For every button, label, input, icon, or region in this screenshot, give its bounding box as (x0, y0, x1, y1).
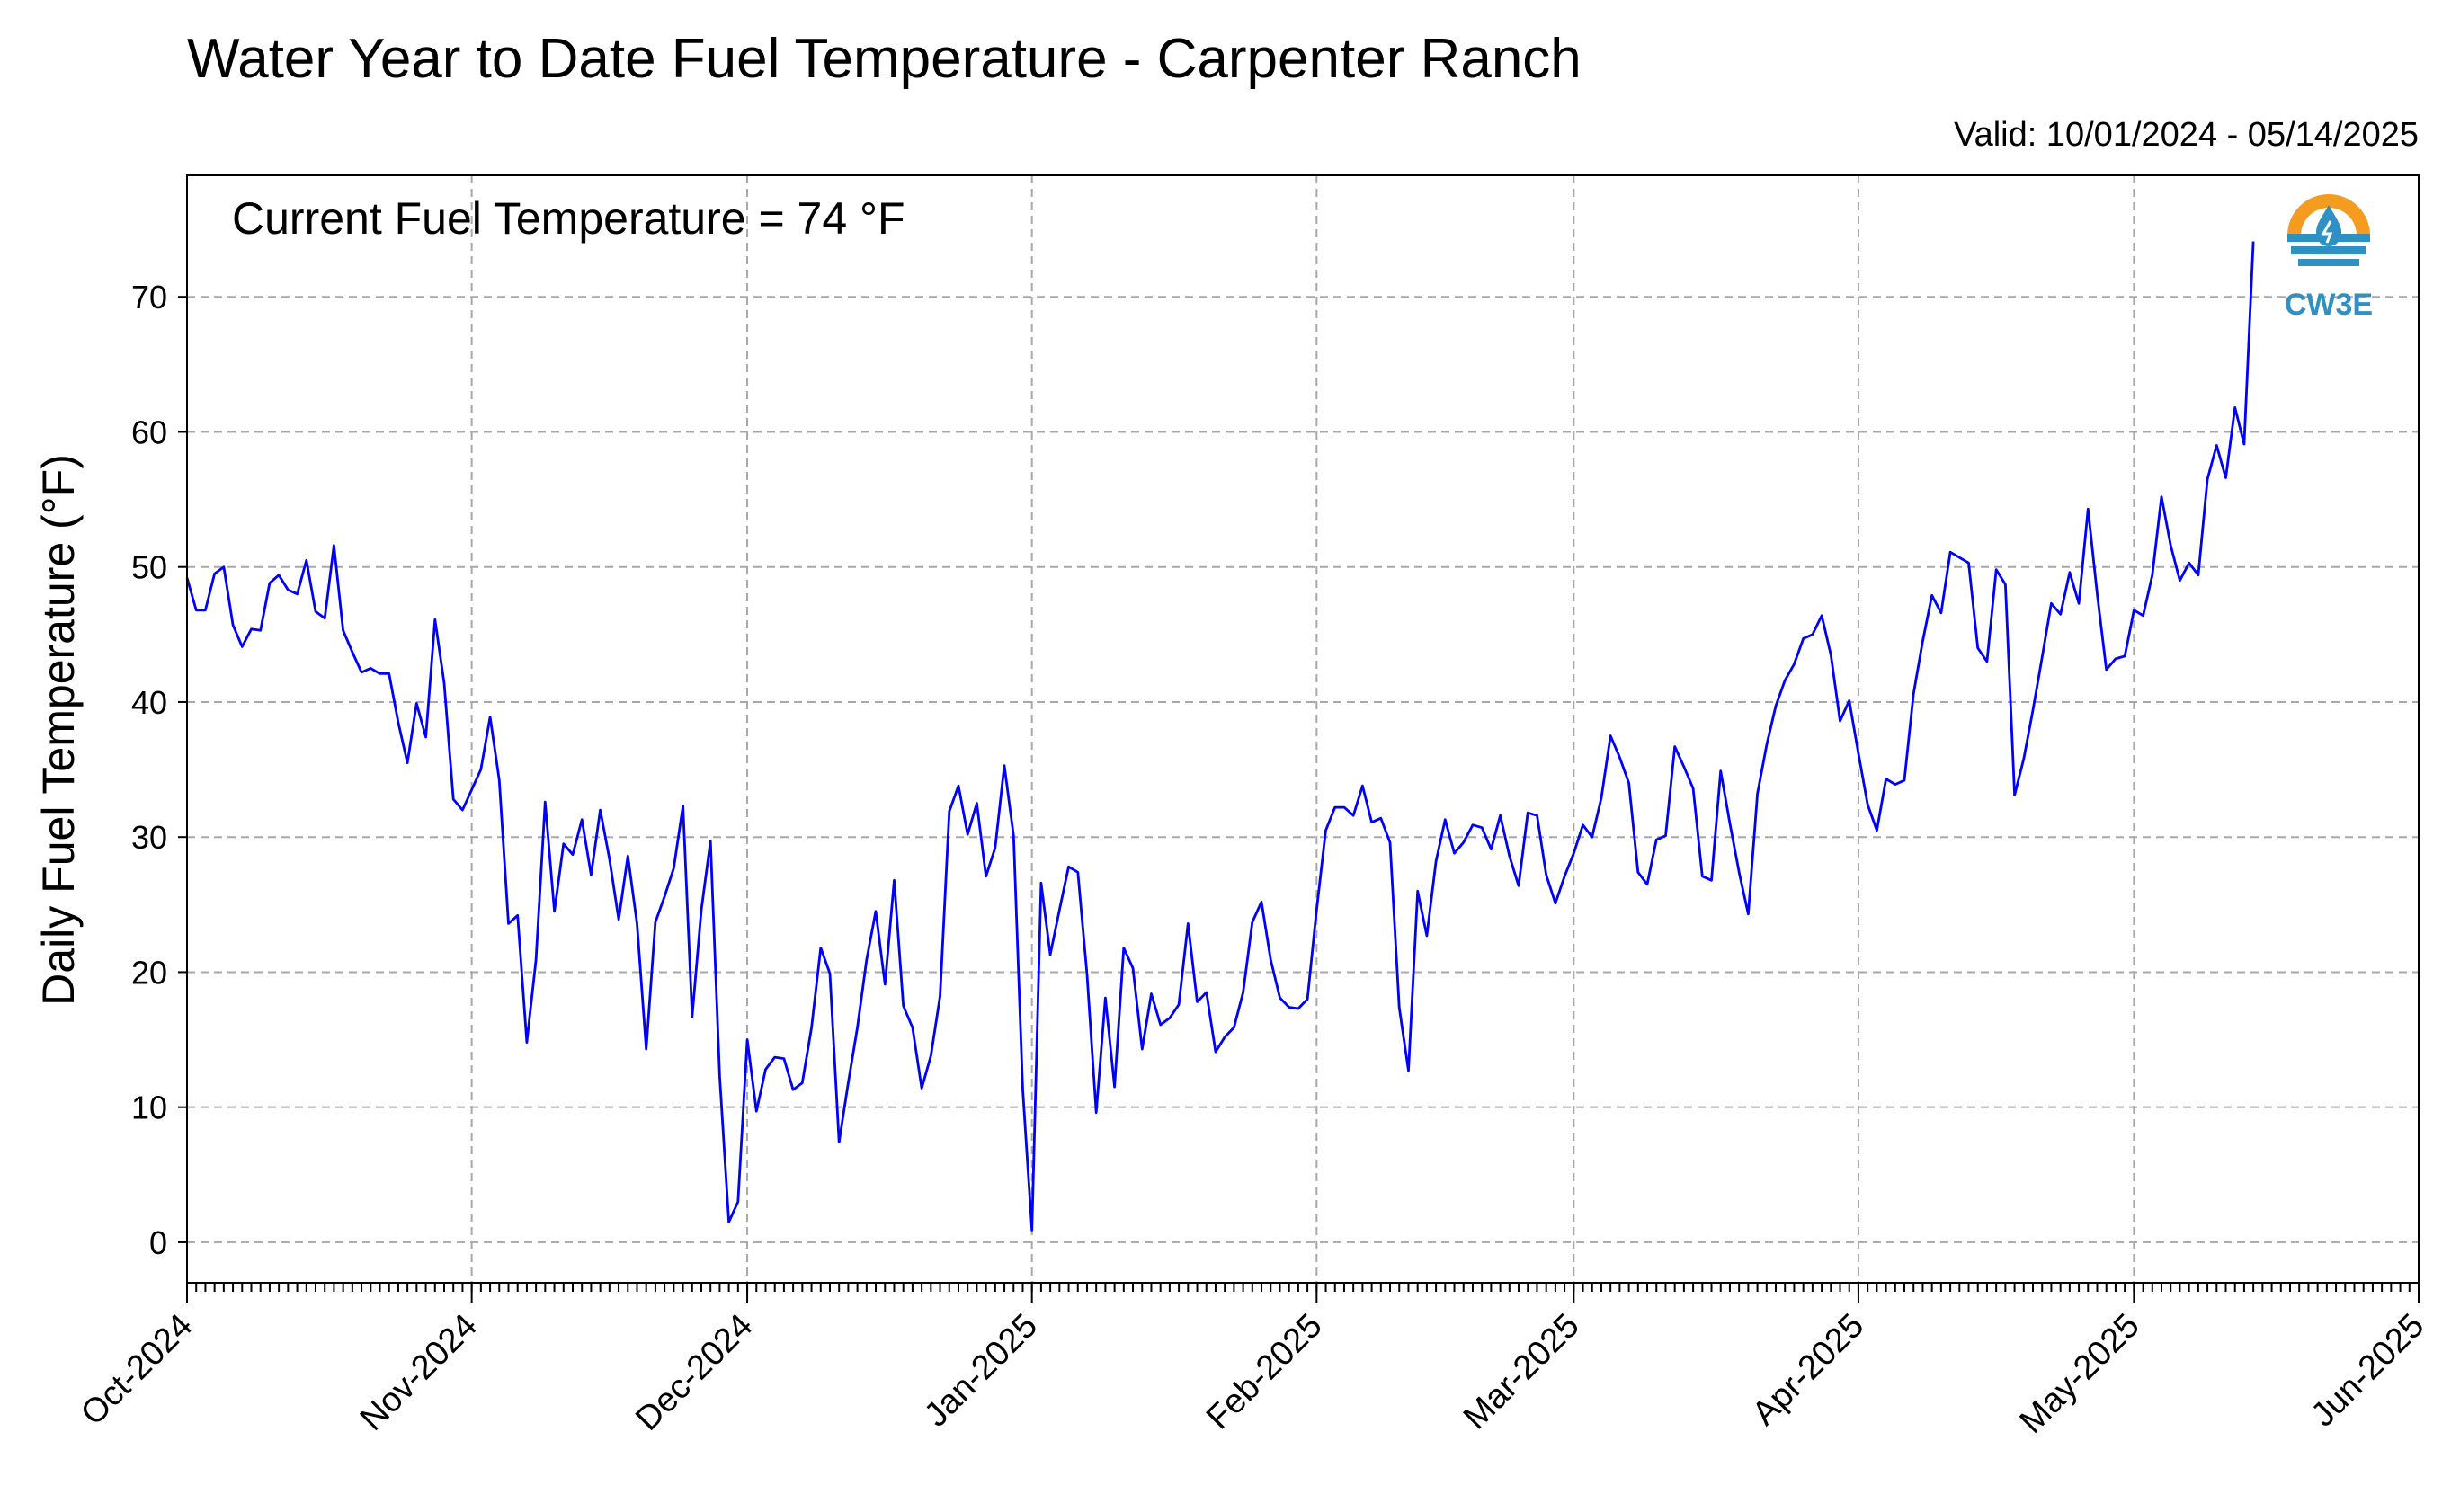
y-tick-label: 70 (131, 279, 167, 316)
y-axis-ticks: 0 10 20 30 40 50 60 70 (131, 279, 187, 1261)
logo-wave-icon (2291, 246, 2366, 254)
logo-text: CW3E (2285, 288, 2373, 322)
plot-frame (186, 174, 2420, 1284)
y-tick-label: 30 (131, 819, 167, 856)
y-tick-label: 60 (131, 414, 167, 450)
valid-date-range: Valid: 10/01/2024 - 05/14/2025 (1954, 116, 2419, 154)
y-axis-label: Daily Fuel Temperature (°F) (33, 454, 84, 1006)
y-tick-label: 0 (149, 1224, 167, 1261)
y-tick-label: 50 (131, 549, 167, 586)
chart-title: Water Year to Date Fuel Temperature - Ca… (187, 28, 1582, 90)
logo-bolt-icon (2321, 220, 2333, 244)
fuel-temperature-series-line (185, 241, 2255, 1232)
y-tick-label: 10 (131, 1090, 167, 1126)
cw3e-logo: CW3E (2284, 194, 2374, 322)
current-fuel-temperature-annotation: Current Fuel Temperature = 74 °F (232, 193, 905, 244)
y-tick-label: 20 (131, 954, 167, 991)
logo-wave-icon (2298, 259, 2359, 266)
y-tick-label: 40 (131, 684, 167, 721)
